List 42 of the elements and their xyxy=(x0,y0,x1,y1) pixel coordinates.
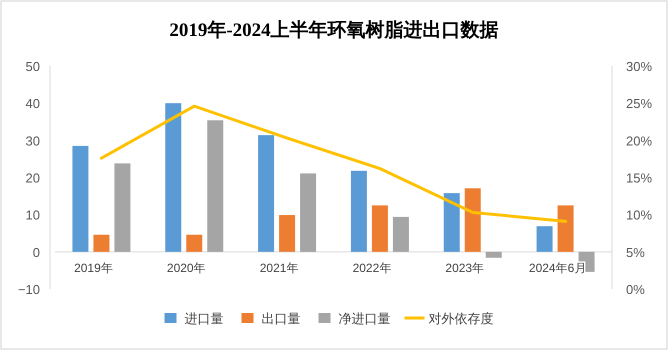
bar xyxy=(186,234,202,252)
y-tick-label: 0 xyxy=(32,244,40,260)
y2-tick-label: 25% xyxy=(626,96,652,112)
y2-tick-label: 30% xyxy=(626,59,652,74)
y2-tick-label: 5% xyxy=(626,244,646,260)
bar xyxy=(114,163,130,252)
x-tick-label: 2022年 xyxy=(352,260,392,275)
y2-tick-label: 15% xyxy=(626,170,652,186)
bar xyxy=(207,120,224,252)
bar xyxy=(392,216,409,252)
legend-label: 进口量 xyxy=(184,311,224,326)
bar xyxy=(444,193,460,252)
x-tick-label: 2019年 xyxy=(74,260,113,275)
bar xyxy=(72,146,88,252)
legend-label: 净进口量 xyxy=(338,311,390,326)
y-tick-label: 40 xyxy=(26,96,40,112)
line-series xyxy=(100,104,568,223)
bar xyxy=(300,173,316,252)
y2-tick-label: 20% xyxy=(626,133,652,148)
bar xyxy=(258,135,274,252)
y-tick-label: 20 xyxy=(26,170,40,186)
bar xyxy=(464,188,481,252)
bar xyxy=(350,170,367,252)
y-tick-label: 50 xyxy=(26,59,40,74)
legend-label: 出口量 xyxy=(262,311,300,326)
bar xyxy=(558,205,574,252)
y2-tick-label: 10% xyxy=(626,208,652,223)
y-tick-label: −10 xyxy=(18,282,40,297)
bar xyxy=(486,252,502,258)
y-tick-label: 10 xyxy=(26,208,40,223)
bar xyxy=(165,103,182,252)
bar xyxy=(93,234,110,252)
y-tick-label: 30 xyxy=(26,133,40,148)
bar xyxy=(536,226,553,252)
bar xyxy=(372,205,388,252)
y2-tick-label: 0% xyxy=(626,282,646,297)
x-tick-label: 2020年 xyxy=(166,260,206,275)
legend-label: 对外依存度 xyxy=(428,311,494,326)
bar xyxy=(279,215,296,252)
x-tick-label: 2023年 xyxy=(445,260,484,275)
x-tick-label: 2021年 xyxy=(260,260,298,275)
chart-title: 2019年-2024上半年环氧树脂进出口数据 xyxy=(169,19,499,41)
